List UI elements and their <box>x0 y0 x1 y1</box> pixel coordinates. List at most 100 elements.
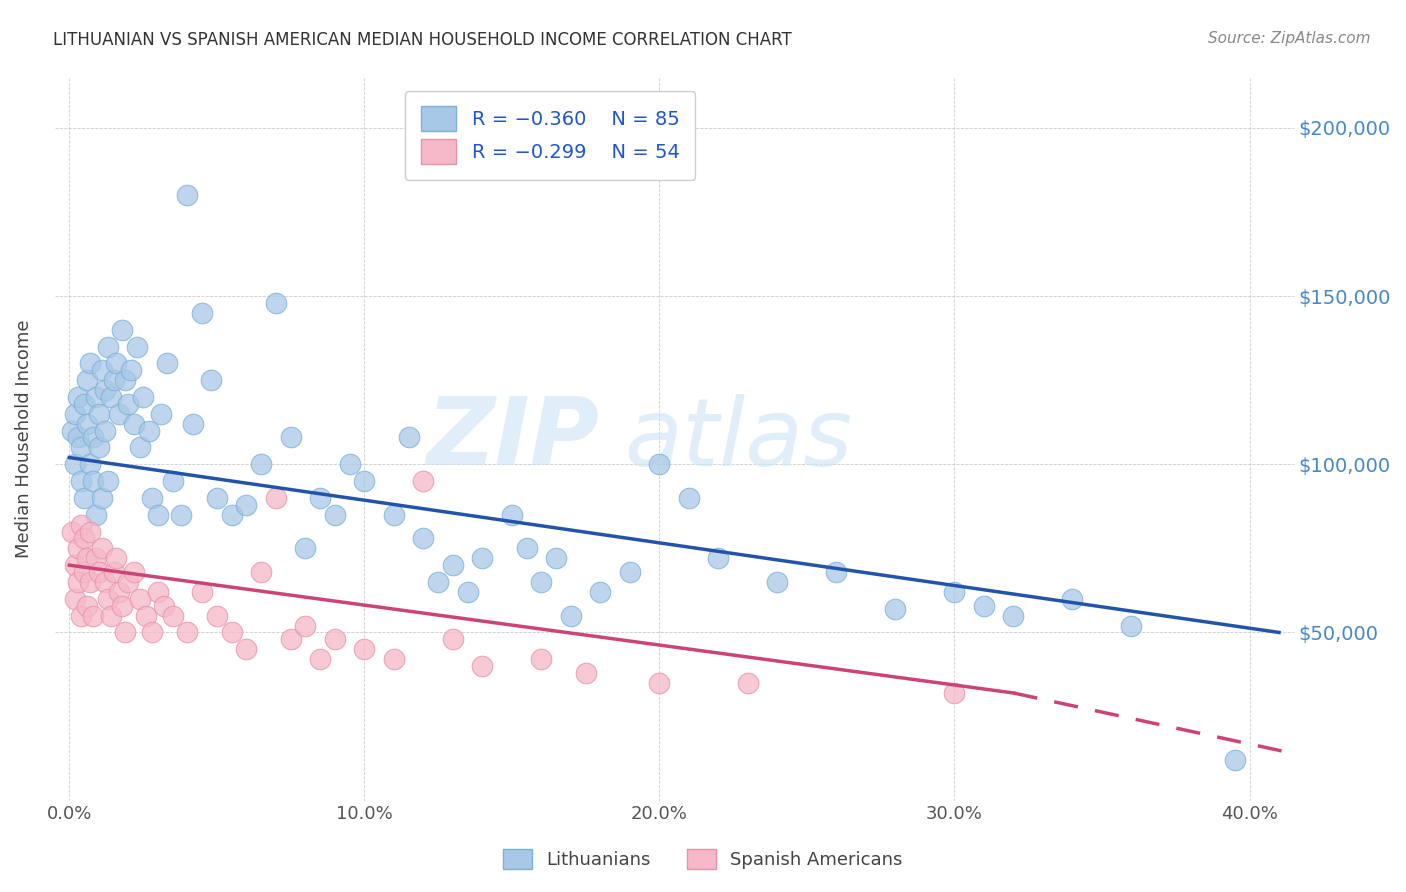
Point <box>70 441 93 455</box>
Point <box>191 306 214 320</box>
Point <box>280 430 302 444</box>
Point <box>141 491 163 505</box>
Point <box>90 491 112 505</box>
Point <box>530 652 553 666</box>
Point <box>63 591 86 606</box>
Point <box>100 608 122 623</box>
Point <box>323 508 346 522</box>
Point <box>1002 608 1025 623</box>
Point <box>100 390 122 404</box>
Point <box>73 397 96 411</box>
Point <box>441 632 464 647</box>
Point <box>648 457 671 471</box>
Point <box>205 491 228 505</box>
Point <box>79 574 101 589</box>
Point <box>294 541 316 556</box>
Point <box>943 585 966 599</box>
Point <box>323 632 346 647</box>
Point <box>129 441 152 455</box>
Point <box>973 599 995 613</box>
Point <box>441 558 464 573</box>
Point <box>737 676 759 690</box>
Point <box>93 384 115 398</box>
Point <box>87 565 110 579</box>
Point <box>120 363 142 377</box>
Point <box>382 652 405 666</box>
Point <box>70 517 93 532</box>
Point <box>264 491 287 505</box>
Point <box>79 524 101 539</box>
Point <box>589 585 612 599</box>
Point <box>76 551 98 566</box>
Point <box>884 602 907 616</box>
Point <box>707 551 730 566</box>
Point <box>678 491 700 505</box>
Point <box>353 642 375 657</box>
Point <box>79 356 101 370</box>
Point <box>250 457 273 471</box>
Point <box>63 407 86 421</box>
Point <box>575 665 598 680</box>
Point <box>200 373 222 387</box>
Point <box>235 642 257 657</box>
Point <box>191 585 214 599</box>
Point <box>82 430 104 444</box>
Point <box>127 339 149 353</box>
Point <box>103 373 125 387</box>
Text: ZIP: ZIP <box>427 393 600 485</box>
Legend: Lithuanians, Spanish Americans: Lithuanians, Spanish Americans <box>494 839 912 879</box>
Point <box>87 441 110 455</box>
Point <box>162 474 184 488</box>
Point <box>250 565 273 579</box>
Point <box>70 474 93 488</box>
Point <box>117 397 139 411</box>
Point <box>108 585 131 599</box>
Point <box>471 659 494 673</box>
Point <box>141 625 163 640</box>
Point <box>412 474 434 488</box>
Point <box>111 323 134 337</box>
Point <box>105 356 128 370</box>
Point <box>114 625 136 640</box>
Point <box>619 565 641 579</box>
Point <box>309 491 332 505</box>
Point <box>122 565 145 579</box>
Point <box>67 430 90 444</box>
Point <box>149 407 172 421</box>
Point <box>82 474 104 488</box>
Point <box>146 585 169 599</box>
Text: LITHUANIAN VS SPANISH AMERICAN MEDIAN HOUSEHOLD INCOME CORRELATION CHART: LITHUANIAN VS SPANISH AMERICAN MEDIAN HO… <box>53 31 792 49</box>
Point <box>60 424 83 438</box>
Point <box>353 474 375 488</box>
Point <box>97 339 120 353</box>
Point <box>235 498 257 512</box>
Point <box>560 608 582 623</box>
Point <box>76 599 98 613</box>
Point <box>97 474 120 488</box>
Legend: R = −0.360    N = 85, R = −0.299    N = 54: R = −0.360 N = 85, R = −0.299 N = 54 <box>405 91 695 179</box>
Point <box>412 531 434 545</box>
Point <box>111 599 134 613</box>
Point <box>1062 591 1084 606</box>
Point <box>280 632 302 647</box>
Point <box>146 508 169 522</box>
Point <box>103 565 125 579</box>
Point <box>84 551 107 566</box>
Point <box>170 508 193 522</box>
Point <box>70 608 93 623</box>
Point <box>73 491 96 505</box>
Point <box>264 295 287 310</box>
Point <box>93 574 115 589</box>
Point <box>84 508 107 522</box>
Point <box>90 363 112 377</box>
Point <box>79 457 101 471</box>
Point <box>398 430 420 444</box>
Point <box>156 356 179 370</box>
Point <box>294 618 316 632</box>
Point <box>176 188 198 202</box>
Point <box>516 541 538 556</box>
Point <box>67 574 90 589</box>
Point <box>129 591 152 606</box>
Point <box>339 457 361 471</box>
Point <box>84 390 107 404</box>
